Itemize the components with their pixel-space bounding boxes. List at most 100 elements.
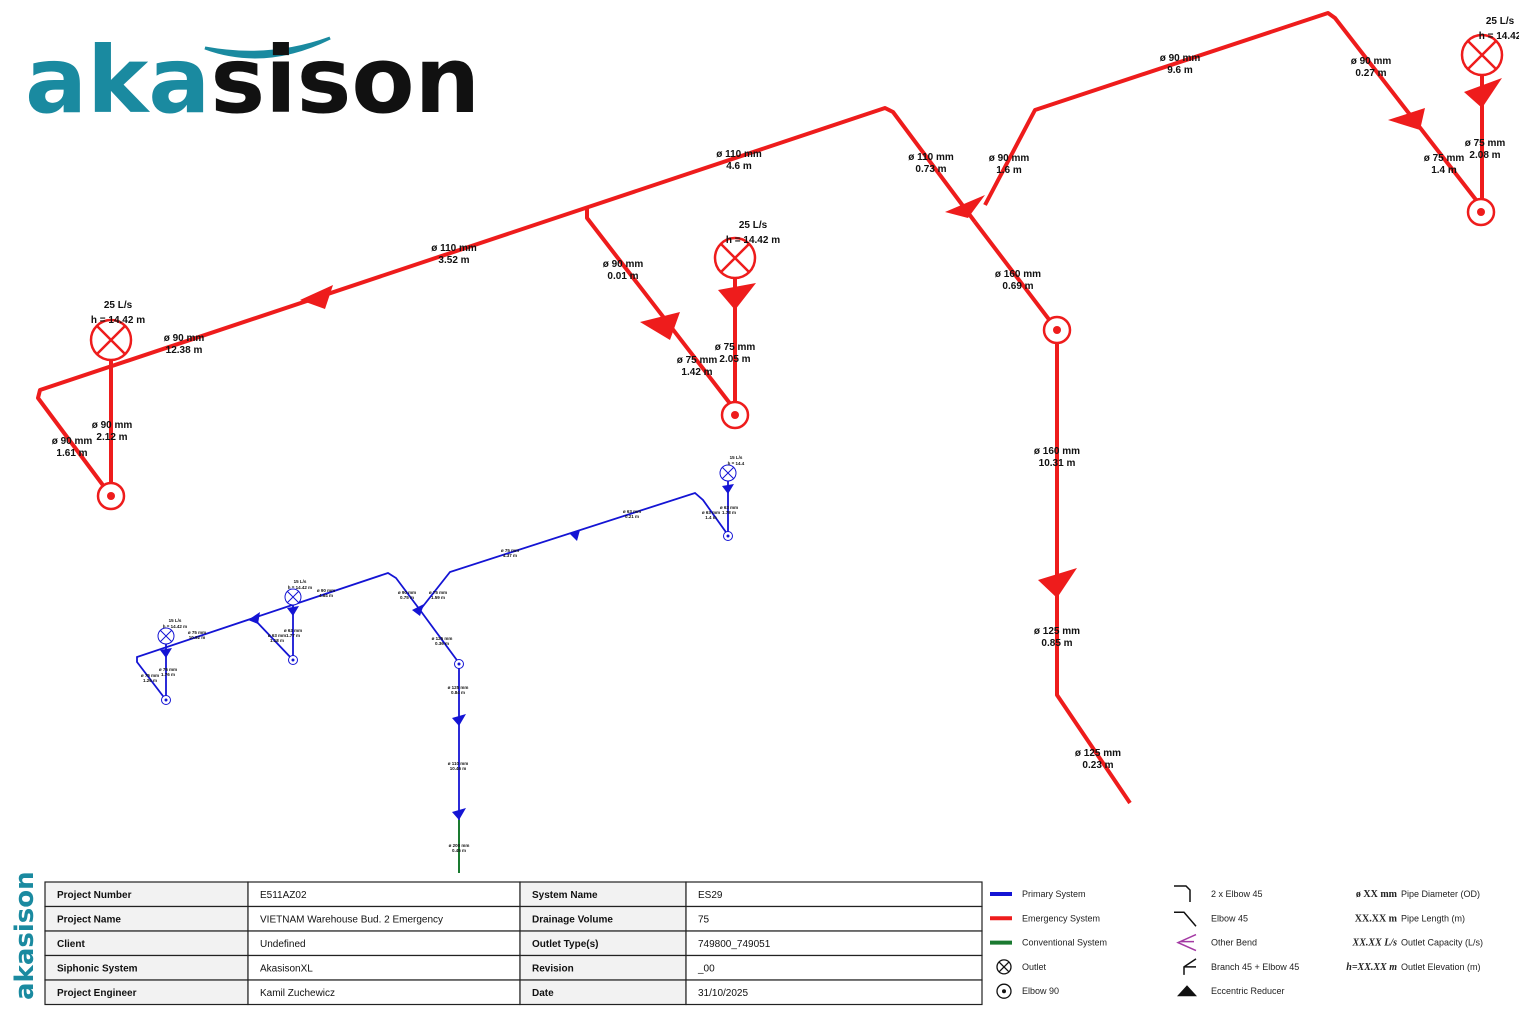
label: 15 L/s — [294, 579, 307, 584]
table-cell — [519, 905, 687, 932]
cell-text: Project Engineer — [57, 988, 137, 999]
cell-text: VIETNAM Warehouse Bud. 2 Emergency — [260, 915, 443, 926]
label: 0.01 m — [607, 271, 638, 282]
legend-label: Emergency System — [1022, 913, 1100, 923]
flow-arrows — [300, 78, 1502, 598]
legend: Primary System Emergency System Convention… — [990, 885, 1483, 999]
label: ø 90 mm — [164, 333, 205, 344]
outlets — [157, 464, 737, 705]
table-cell — [44, 930, 249, 957]
labels: ø 110 mm4.6 mø 110 mm3.52 mø 90 mm12.38 … — [52, 16, 1519, 853]
legend-label: Eccentric Reducer — [1211, 986, 1285, 996]
table-cell — [519, 930, 687, 957]
label: 10.46 m — [450, 766, 467, 771]
label: 2.05 m — [719, 354, 750, 365]
label: 1.6 m — [996, 165, 1022, 176]
label: ø 125 mm — [1034, 626, 1080, 637]
label: h = 14.42 m — [91, 315, 145, 326]
cell-text: 75 — [698, 915, 710, 926]
label: 0.75 m — [400, 595, 414, 600]
arrow — [640, 312, 680, 340]
cell-text: ES29 — [698, 890, 723, 901]
label: ø 125 mm — [1075, 748, 1121, 759]
label: 1.42 m — [681, 367, 712, 378]
label: ø 75 mm — [501, 548, 519, 553]
label: ø 200 mm — [449, 843, 470, 848]
pipe — [36, 106, 977, 498]
label: 1.78 m — [722, 510, 736, 515]
arrow — [300, 285, 333, 309]
cell-text: Project Name — [57, 915, 121, 926]
label: ø 90 mm — [1160, 53, 1201, 64]
label: 4.64 m — [319, 593, 333, 598]
legend-label: Other Bend — [1211, 938, 1257, 948]
legend-symbol — [1002, 989, 1006, 994]
label: ø 125 mm — [448, 685, 469, 690]
legend-symbol-text: XX.XX L/s — [1352, 938, 1398, 949]
label: ø 63 mm — [268, 633, 286, 638]
label: 1.61 m — [56, 448, 87, 459]
label: ø 110 mm — [908, 152, 954, 163]
label: 0.45 m — [452, 848, 466, 853]
arrow — [1038, 568, 1077, 598]
label: 1.77 m — [286, 633, 300, 638]
cell-text: 749800_749051 — [698, 939, 771, 950]
label: 0.85 m — [1041, 638, 1072, 649]
cell-text: Siphonic System — [57, 964, 138, 975]
label: 10.92 m — [189, 635, 206, 640]
label: ø 75 mm — [141, 673, 159, 678]
label: ø 63 mm — [720, 505, 738, 510]
legend-symbol — [996, 959, 1012, 975]
label: 9.6 m — [1167, 65, 1193, 76]
cell-text: Outlet Type(s) — [532, 939, 598, 950]
table-cell — [685, 881, 983, 908]
legend-symbol — [1174, 885, 1191, 902]
legend-label: Elbow 45 — [1211, 913, 1248, 923]
label: 15 L/s — [169, 618, 182, 623]
legend-symbol — [1183, 958, 1197, 975]
legend-label: Branch 45 + Elbow 45 — [1211, 962, 1299, 972]
label: ø 125 mm — [432, 636, 453, 641]
legend-symbol — [1174, 911, 1197, 927]
outlet — [89, 318, 133, 362]
legend-symbol-text: h=XX.XX m — [1346, 962, 1397, 973]
label: ø 75 mm — [1424, 153, 1465, 164]
label: 0.27 m — [1355, 68, 1386, 79]
cell-text: _00 — [697, 964, 715, 975]
legend-symbol — [1177, 985, 1197, 997]
arrow — [1388, 108, 1425, 130]
label: ø 90 mm — [1351, 56, 1392, 67]
label: 25 L/s — [1486, 16, 1515, 27]
label: ø 90 mm — [317, 588, 335, 593]
label: 1.26 m — [143, 678, 157, 683]
label: h = 14.42 — [1479, 31, 1519, 42]
label: 15 L/s — [730, 455, 743, 460]
label: 10.31 m — [1039, 458, 1076, 469]
flow-arrows — [160, 484, 734, 820]
legend-label: Elbow 90 — [1022, 986, 1059, 996]
table-cell — [519, 979, 687, 1006]
cell-text: Drainage Volume — [532, 915, 613, 926]
table-cell — [247, 979, 521, 1006]
legend-symbol-text: ø XX mm — [1356, 889, 1398, 900]
label: h = 14.4 — [728, 461, 745, 466]
label: 1.4 m — [1431, 165, 1457, 176]
cell-text: Client — [57, 939, 85, 950]
outlet — [713, 236, 757, 280]
label: 1.76 m — [161, 672, 175, 677]
label: ø 63 mm — [702, 510, 720, 515]
label: 1.59 m — [431, 595, 445, 600]
legend-label: Outlet — [1022, 962, 1047, 972]
outlet — [1460, 33, 1504, 77]
info-table: Project Number E511AZ02 System Name ES29 Pro… — [44, 881, 983, 1006]
table-cell — [44, 979, 249, 1006]
elbow-dots — [107, 208, 1485, 500]
logo-part: aka — [25, 27, 210, 134]
legend-label: Pipe Length (m) — [1401, 913, 1465, 923]
label: h = 14.42 m — [726, 235, 780, 246]
label: ø 75 mm — [159, 667, 177, 672]
label: ø 75 mm — [1465, 138, 1506, 149]
label: 3.52 m — [438, 255, 469, 266]
arrow — [1464, 78, 1502, 108]
label: ø 90 mm — [989, 153, 1030, 164]
